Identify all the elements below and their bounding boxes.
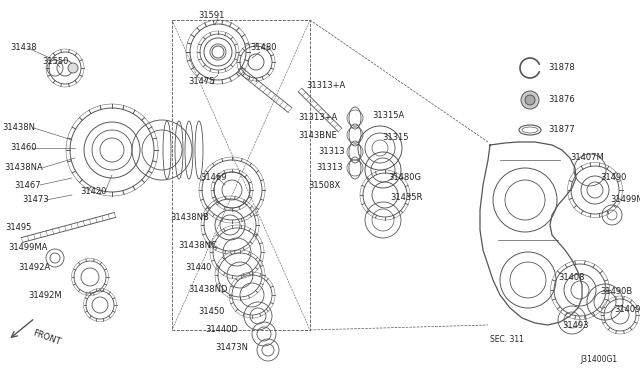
Text: 31480: 31480 xyxy=(250,44,276,52)
Text: 31499MA: 31499MA xyxy=(8,244,47,253)
Text: 31475: 31475 xyxy=(188,77,214,87)
Circle shape xyxy=(521,91,539,109)
Text: 31469: 31469 xyxy=(200,173,227,183)
Text: 31440: 31440 xyxy=(185,263,211,273)
Text: 31460: 31460 xyxy=(10,144,36,153)
Text: SEC. 311: SEC. 311 xyxy=(490,336,524,344)
Text: 31493: 31493 xyxy=(562,321,589,330)
Text: 31473: 31473 xyxy=(22,196,49,205)
Text: 31591: 31591 xyxy=(198,10,225,19)
Text: 31438NA: 31438NA xyxy=(4,164,43,173)
Text: 31313: 31313 xyxy=(316,164,342,173)
Text: 31499M: 31499M xyxy=(610,196,640,205)
Text: 31495: 31495 xyxy=(5,224,31,232)
Text: 31438N: 31438N xyxy=(2,124,35,132)
Text: 31438ND: 31438ND xyxy=(188,285,227,295)
Text: 31876: 31876 xyxy=(548,96,575,105)
Text: 31313: 31313 xyxy=(318,148,344,157)
Text: 31492M: 31492M xyxy=(28,291,61,299)
Text: 3143BNE: 3143BNE xyxy=(298,131,337,140)
Text: 31313+A: 31313+A xyxy=(306,81,345,90)
Text: 31438: 31438 xyxy=(10,44,36,52)
Text: 31408: 31408 xyxy=(558,273,584,282)
Text: 31440D: 31440D xyxy=(205,326,238,334)
Text: 31407M: 31407M xyxy=(570,154,604,163)
Text: 31480G: 31480G xyxy=(388,173,421,183)
Text: 31473N: 31473N xyxy=(215,343,248,353)
Text: 31438NC: 31438NC xyxy=(178,241,217,250)
Text: 31492A: 31492A xyxy=(18,263,50,273)
Text: 31467: 31467 xyxy=(14,180,40,189)
Text: 31438NB: 31438NB xyxy=(170,214,209,222)
Text: 31490: 31490 xyxy=(600,173,627,183)
Text: 31315: 31315 xyxy=(382,134,408,142)
Text: 31420: 31420 xyxy=(80,187,106,196)
Text: 31550: 31550 xyxy=(42,58,68,67)
Text: FRONT: FRONT xyxy=(32,328,62,346)
Text: J31400G1: J31400G1 xyxy=(580,356,617,365)
Text: 31435R: 31435R xyxy=(390,193,422,202)
Text: 31315A: 31315A xyxy=(372,110,404,119)
Circle shape xyxy=(525,95,535,105)
Circle shape xyxy=(68,63,78,73)
Text: 31490B: 31490B xyxy=(600,288,632,296)
Text: 31508X: 31508X xyxy=(308,180,340,189)
Text: 31877: 31877 xyxy=(548,125,575,135)
Text: 31450: 31450 xyxy=(198,308,225,317)
Text: 31409M: 31409M xyxy=(614,305,640,314)
Text: 31313+A: 31313+A xyxy=(298,113,337,122)
Text: 31878: 31878 xyxy=(548,64,575,73)
